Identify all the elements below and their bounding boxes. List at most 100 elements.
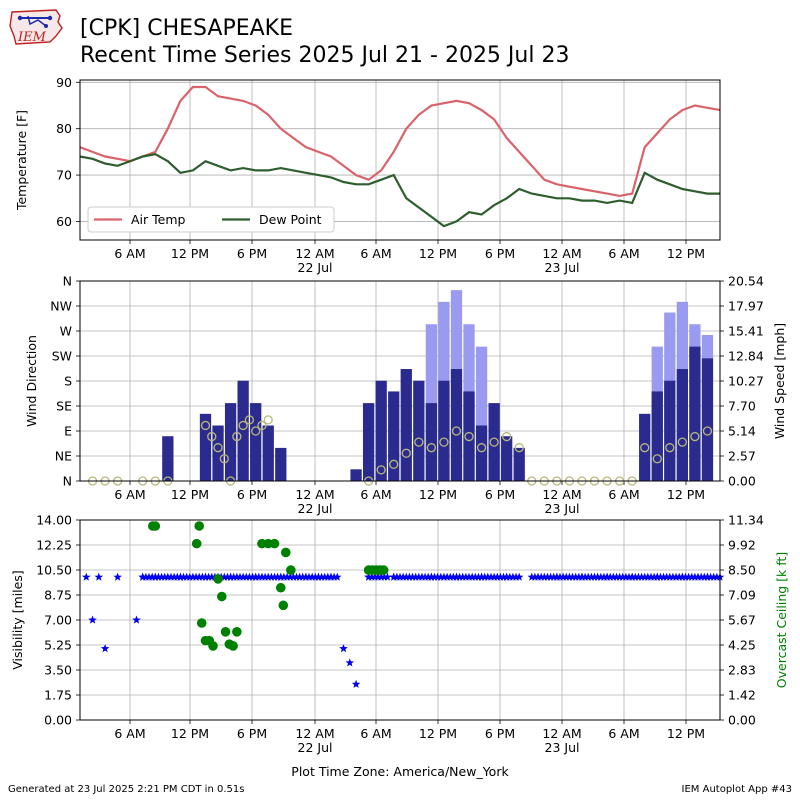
speed-bar (450, 369, 463, 481)
x-tick-label: 12 PM (419, 246, 457, 261)
x-tick-label-date: 23 Jul (545, 260, 580, 275)
visibility-point (260, 572, 270, 581)
visibility-point (82, 572, 91, 581)
y-tick-label: NW (50, 299, 72, 314)
speed-bar (375, 380, 387, 481)
y-tick-label-right: 0.00 (728, 713, 756, 728)
wind-direction-point (476, 443, 487, 453)
visibility-point (653, 572, 662, 581)
y-tick-label-right: 7.70 (728, 399, 756, 414)
visibility-point (568, 572, 577, 581)
visibility-point (157, 572, 166, 581)
visibility-point (245, 572, 254, 581)
x-tick-label-date: 23 Jul (545, 501, 580, 516)
speed-bar (664, 380, 676, 481)
ceiling-point (286, 565, 296, 575)
visibility-point (627, 572, 637, 581)
visibility-point (474, 572, 483, 581)
wind-direction-point (677, 437, 688, 447)
wind-direction-point (439, 437, 449, 447)
y-tick-label: 3.50 (44, 663, 72, 678)
speed-bar (362, 403, 375, 481)
speed-bar (413, 380, 425, 481)
speed-bar (701, 358, 714, 481)
visibility-point (514, 572, 524, 581)
visibility-point (232, 572, 242, 581)
ceiling-point (196, 618, 207, 628)
y-tick-label: 90 (56, 75, 72, 90)
x-tick-label: 12 PM (667, 246, 705, 261)
plot-frame (79, 79, 721, 241)
visibility-point (493, 572, 502, 581)
y-tick-label: 8.75 (44, 588, 72, 603)
visibility-point (687, 572, 696, 581)
chart-title-station: [CPK] CHESAPEAKE (80, 16, 293, 41)
visibility-point (163, 572, 173, 581)
visibility-point (144, 572, 154, 581)
visibility-point (173, 572, 182, 581)
visibility-point (405, 572, 414, 581)
y-tick-label: 80 (56, 121, 72, 136)
visibility-point (477, 572, 486, 581)
visibility-point (502, 572, 511, 581)
legend: Air Temp Dew Point (87, 206, 335, 233)
ceiling-point (228, 641, 238, 651)
visibility-point (238, 572, 248, 581)
visibility-point (94, 572, 104, 581)
visibility-point (693, 572, 703, 581)
speed-bar (199, 413, 212, 481)
x-tick-label: 6 AM (360, 246, 391, 261)
visibility-point (668, 572, 678, 581)
speed-bar (350, 469, 362, 481)
visibility-point (508, 572, 518, 581)
ceiling-point (213, 574, 223, 584)
ceiling-point (269, 538, 280, 549)
wind-direction-point (251, 426, 261, 436)
visibility-point (615, 572, 624, 581)
visibility-point (317, 572, 326, 581)
ceiling-point (208, 641, 218, 651)
visibility-point (483, 572, 493, 581)
ceiling-point (217, 591, 227, 602)
legend-label-dew-point: Dew Point (259, 212, 322, 227)
visibility-point (637, 572, 646, 581)
visibility-point (690, 572, 700, 581)
visibility-point (605, 572, 615, 581)
speed-bar (425, 403, 438, 481)
visibility-point (552, 572, 562, 581)
x-tick-label: 12 AM (295, 726, 334, 741)
visibility-point (389, 572, 398, 581)
x-tick-label: 6 PM (237, 246, 267, 261)
visibility-point (455, 572, 464, 581)
speed-bar (488, 403, 500, 481)
visibility-point (333, 572, 342, 581)
x-tick-label: 12 PM (171, 487, 209, 502)
wind-direction-point (652, 454, 662, 464)
visibility-point (154, 572, 163, 581)
visibility-point (430, 572, 439, 581)
plot-frame (79, 519, 721, 721)
x-tick-label: 12 AM (542, 726, 581, 741)
visibility-point (307, 572, 317, 581)
visibility-point (151, 572, 160, 581)
wind-direction-point (451, 426, 462, 436)
x-tick-label: 6 AM (360, 487, 391, 502)
y-tick-label-right: 2.57 (728, 449, 756, 464)
visibility-point (533, 572, 543, 581)
visibility-point (147, 572, 157, 581)
x-tick-label: 6 AM (608, 487, 639, 502)
visibility-point (424, 572, 433, 581)
visibility-point (703, 572, 712, 581)
visibility-point (408, 572, 417, 581)
visibility-point (185, 572, 195, 581)
ceiling-point (281, 547, 291, 558)
y-tick-label: N (63, 474, 72, 489)
visibility-point (160, 572, 169, 581)
x-tick-label: 12 PM (171, 246, 209, 261)
visibility-point (609, 572, 618, 581)
visibility-point (649, 572, 659, 581)
x-tick-label: 12 AM (295, 487, 334, 502)
visibility-point (684, 572, 693, 581)
